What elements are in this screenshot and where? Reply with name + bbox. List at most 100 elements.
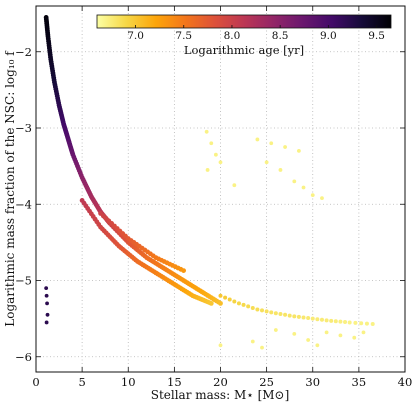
x-tick-label: 20: [213, 375, 228, 389]
data-point: [250, 339, 255, 344]
data-point: [306, 316, 311, 321]
data-point: [301, 185, 306, 190]
data-point: [209, 141, 214, 146]
x-tick-labels: 0 5 10 15 20 25 30 35 40: [32, 375, 412, 389]
data-point: [329, 318, 334, 323]
data-point: [319, 317, 324, 322]
colorbar-tick-label: 7.5: [175, 30, 192, 42]
data-point: [45, 312, 50, 317]
data-point: [236, 301, 241, 306]
x-tick-label: 10: [121, 375, 136, 389]
data-point: [310, 193, 315, 198]
colorbar: 7.0 7.5 8.0 8.5 9.0 9.5 Logarithmic age [yr]: [96, 14, 392, 57]
y-tick-label: −2: [15, 45, 32, 59]
data-point: [45, 301, 49, 306]
colorbar-gradient: [96, 14, 392, 29]
data-point: [296, 314, 301, 319]
data-point: [213, 152, 218, 157]
data-point: [292, 314, 297, 319]
data-point: [246, 304, 251, 309]
data-point: [273, 311, 278, 316]
x-tick-label: 5: [78, 375, 85, 389]
data-point: [232, 183, 237, 188]
colorbar-label: Logarithmic age [yr]: [184, 43, 304, 57]
data-point: [306, 338, 311, 342]
data-point: [347, 320, 352, 325]
data-point: [324, 330, 329, 335]
data-point: [292, 331, 297, 336]
y-tick-label: −4: [15, 197, 32, 211]
data-points: [43, 15, 375, 350]
data-point: [359, 321, 364, 326]
data-point: [315, 317, 320, 322]
y-axis-label: Logarithmic mass fraction of the NSC: lo…: [3, 50, 17, 327]
colorbar-tick-label: 9.5: [368, 30, 385, 42]
data-point: [370, 321, 375, 326]
data-point: [338, 319, 343, 324]
data-point: [269, 141, 274, 146]
colorbar-tick-label: 8.5: [272, 30, 289, 42]
data-point: [310, 316, 315, 321]
x-tick-label: 30: [305, 375, 320, 389]
data-point: [218, 343, 223, 348]
data-point: [283, 312, 288, 317]
data-point: [255, 307, 260, 312]
data-point: [181, 268, 187, 273]
data-point: [260, 308, 265, 313]
data-point: [353, 320, 358, 325]
data-point: [44, 286, 49, 291]
x-tick-label: 15: [167, 375, 182, 389]
data-point: [278, 312, 283, 317]
y-tick-label: −3: [15, 121, 32, 135]
x-tick-label: 40: [398, 375, 413, 389]
data-point: [338, 333, 343, 338]
data-point: [315, 343, 320, 348]
data-point: [343, 320, 348, 325]
data-point: [204, 129, 209, 134]
data-point: [205, 168, 210, 172]
data-point: [283, 145, 287, 149]
data-point: [241, 302, 246, 307]
data-point: [260, 345, 264, 350]
data-point: [297, 148, 301, 153]
data-point: [255, 137, 260, 142]
data-point: [218, 160, 223, 165]
colorbar-tick-label: 8.0: [224, 30, 241, 42]
colorbar-tick-label: 9.0: [320, 30, 337, 42]
data-point: [269, 310, 274, 315]
axis-ticks: [35, 6, 406, 372]
data-point: [264, 160, 269, 165]
x-tick-label: 0: [32, 375, 39, 389]
data-point: [264, 309, 269, 314]
data-point: [273, 328, 278, 332]
data-point: [44, 293, 49, 298]
x-tick-label: 35: [352, 375, 367, 389]
data-point: [287, 313, 292, 318]
data-point: [44, 320, 49, 325]
data-point: [218, 293, 223, 298]
x-tick-label: 25: [259, 375, 274, 389]
x-axis-label: Stellar mass: M⋆ [M⊙]: [151, 388, 290, 402]
data-point: [352, 335, 357, 340]
data-point: [208, 300, 214, 306]
data-point: [232, 299, 237, 304]
data-point: [301, 315, 306, 320]
grid: [36, 6, 405, 372]
data-point: [278, 168, 283, 172]
data-point: [333, 319, 338, 324]
y-tick-labels: −6 −5 −4 −3 −2: [15, 45, 32, 364]
colorbar-tick-label: 7.0: [127, 30, 144, 42]
data-point: [223, 295, 228, 300]
colorbar-ticks: 7.0 7.5 8.0 8.5 9.0 9.5: [127, 25, 385, 42]
data-point: [292, 179, 297, 184]
data-point: [218, 300, 223, 306]
data-point: [250, 305, 255, 310]
y-tick-label: −6: [15, 350, 32, 364]
data-point: [324, 318, 329, 323]
y-tick-label: −5: [15, 274, 32, 288]
data-point: [364, 321, 369, 326]
data-point: [227, 297, 232, 302]
data-point: [361, 330, 366, 335]
data-point: [320, 196, 324, 201]
